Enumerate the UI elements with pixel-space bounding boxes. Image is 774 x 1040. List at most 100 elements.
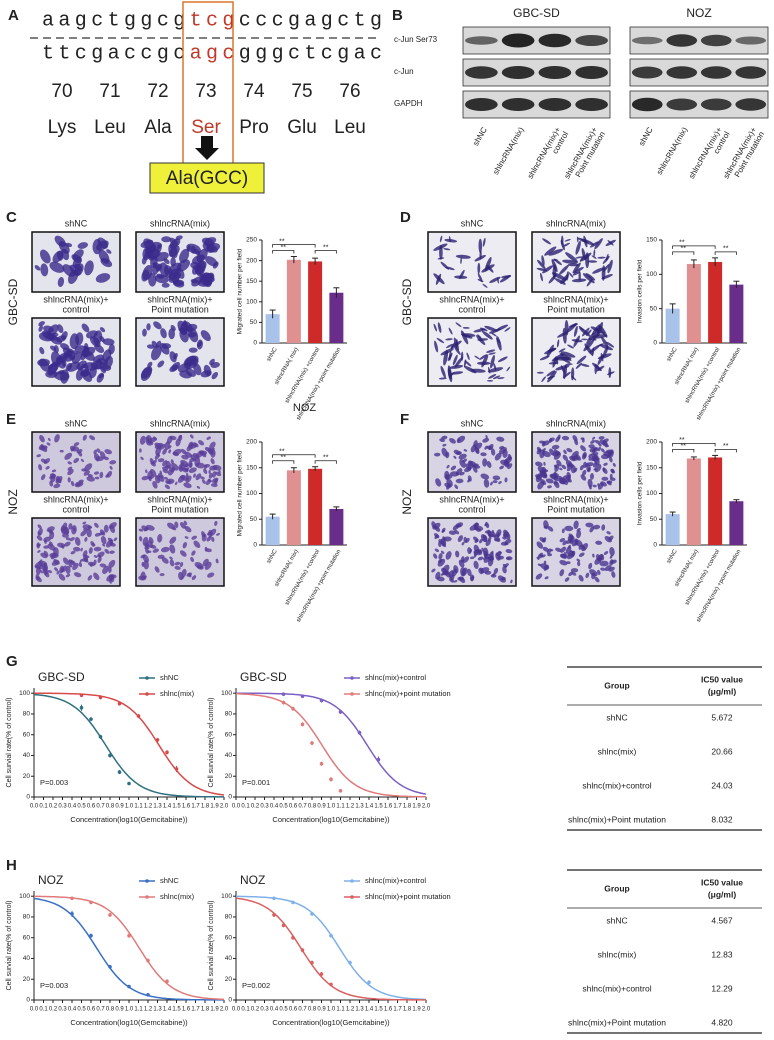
cell — [479, 354, 488, 360]
bar — [286, 259, 301, 343]
cell — [594, 363, 598, 375]
cell — [597, 569, 601, 576]
chart-title: NOZ — [240, 873, 265, 887]
bar — [665, 308, 680, 343]
image-label: shlncRNA(mix)+ — [439, 294, 504, 304]
bar — [708, 261, 723, 343]
cell — [170, 459, 174, 465]
cell — [195, 473, 202, 481]
cell — [86, 330, 98, 339]
table-header: Group — [604, 883, 630, 893]
cell — [589, 241, 600, 248]
y-tick-label: 20 — [23, 976, 31, 983]
cell — [567, 344, 575, 349]
cell — [585, 572, 590, 579]
cell — [482, 237, 486, 247]
cell — [72, 527, 76, 532]
cell — [536, 556, 540, 560]
cell — [496, 436, 505, 442]
cell — [506, 366, 511, 372]
table-cell: shNC — [606, 712, 627, 722]
cell — [179, 550, 187, 557]
cell — [452, 524, 460, 531]
table-cell: 5.672 — [711, 712, 733, 722]
cell — [195, 451, 204, 458]
cell — [57, 542, 66, 548]
cell — [81, 363, 89, 369]
data-point — [98, 695, 103, 700]
cell — [169, 435, 177, 441]
cell — [160, 546, 170, 553]
cell — [169, 364, 179, 372]
y-axis-label: Cell survial rate(% of control) — [6, 901, 13, 991]
y-tick-label: 60 — [225, 934, 233, 941]
x-tick-label: 0.1 — [39, 804, 48, 810]
cell — [69, 264, 81, 276]
cell — [57, 276, 65, 288]
cell — [93, 572, 100, 581]
cell — [579, 464, 584, 471]
cell — [539, 554, 544, 558]
cell — [544, 576, 549, 580]
cell — [598, 436, 605, 440]
data-point — [329, 933, 333, 938]
cell — [104, 449, 112, 455]
table-cell: shlnc(mix)+control — [582, 780, 651, 790]
data-point — [165, 979, 169, 984]
y-tick-label: 20 — [225, 976, 233, 983]
cell — [592, 553, 595, 558]
cell — [61, 248, 70, 261]
data-point — [127, 781, 131, 786]
cell — [592, 452, 599, 456]
cell — [588, 453, 592, 458]
significance-bracket — [272, 460, 295, 464]
cell — [568, 323, 578, 328]
cell — [588, 444, 595, 449]
x-tick-label: 0.5 — [77, 1007, 86, 1013]
x-tick-label: 1.3 — [355, 1007, 364, 1013]
cell — [160, 328, 167, 339]
cell — [573, 325, 578, 337]
cell — [188, 572, 192, 578]
cell — [149, 458, 154, 464]
cell — [90, 562, 93, 567]
cell — [600, 567, 606, 571]
cell — [592, 524, 601, 530]
y-tick-label: 40 — [23, 752, 31, 759]
cell — [184, 536, 189, 539]
cell — [141, 269, 150, 282]
cell — [501, 275, 512, 279]
cell — [203, 468, 208, 475]
cell — [549, 448, 555, 456]
cell — [601, 476, 609, 481]
cell — [108, 522, 117, 529]
cell — [463, 449, 468, 452]
cell — [482, 283, 488, 288]
bar — [729, 501, 744, 545]
position: 71 — [99, 81, 120, 102]
band — [666, 34, 698, 47]
cell — [188, 467, 197, 474]
blot-group: NOZ — [686, 6, 711, 20]
cell — [602, 255, 610, 264]
cell — [214, 520, 218, 526]
cell — [491, 332, 497, 337]
y-axis-label: Cell survial rate(% of control) — [208, 698, 215, 788]
cell — [37, 550, 41, 553]
y-tick-label: 20 — [225, 773, 233, 780]
panel-label: E — [6, 411, 16, 428]
cell — [541, 376, 546, 383]
band — [465, 98, 498, 111]
y-tick-label: 0 — [228, 794, 232, 801]
panel-label: F — [400, 411, 409, 428]
x-tick-label: 1.9 — [210, 804, 219, 810]
cell — [497, 555, 504, 560]
image-label: shlncRNA(mix)+ — [543, 294, 608, 304]
cell — [184, 468, 189, 472]
cell — [500, 577, 506, 581]
cell — [493, 567, 499, 575]
chart-title: GBC-SD — [240, 670, 287, 684]
cell — [499, 465, 504, 470]
side-label: NOZ — [400, 489, 414, 514]
cell — [95, 273, 111, 283]
